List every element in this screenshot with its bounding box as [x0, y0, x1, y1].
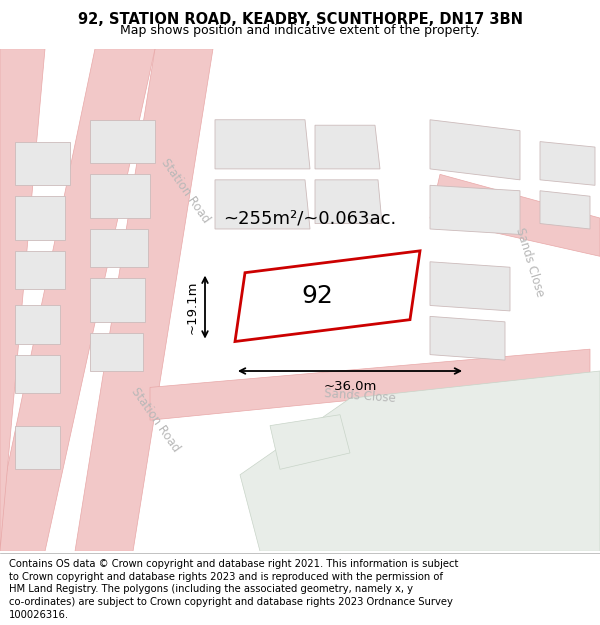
Polygon shape	[270, 415, 350, 469]
Text: 92: 92	[302, 284, 334, 308]
Polygon shape	[215, 180, 310, 229]
Polygon shape	[90, 332, 143, 371]
Text: 92, STATION ROAD, KEADBY, SCUNTHORPE, DN17 3BN: 92, STATION ROAD, KEADBY, SCUNTHORPE, DN…	[77, 12, 523, 27]
Polygon shape	[235, 251, 420, 341]
Polygon shape	[540, 142, 595, 185]
Polygon shape	[430, 316, 505, 360]
Text: ~36.0m: ~36.0m	[323, 380, 377, 392]
Text: Sands Close: Sands Close	[324, 387, 396, 405]
Polygon shape	[15, 354, 60, 393]
Polygon shape	[430, 174, 600, 256]
Polygon shape	[215, 120, 310, 169]
Polygon shape	[90, 229, 148, 268]
Text: HM Land Registry. The polygons (including the associated geometry, namely x, y: HM Land Registry. The polygons (includin…	[9, 584, 413, 594]
Polygon shape	[0, 49, 45, 551]
Polygon shape	[90, 278, 145, 322]
Polygon shape	[150, 349, 590, 420]
Text: to Crown copyright and database rights 2023 and is reproduced with the permissio: to Crown copyright and database rights 2…	[9, 571, 443, 581]
Polygon shape	[15, 426, 60, 469]
Polygon shape	[0, 49, 155, 551]
Polygon shape	[240, 371, 600, 551]
Polygon shape	[315, 125, 380, 169]
Text: Station Road: Station Road	[158, 156, 212, 226]
Polygon shape	[540, 191, 590, 229]
Text: 100026316.: 100026316.	[9, 610, 69, 620]
Text: Contains OS data © Crown copyright and database right 2021. This information is : Contains OS data © Crown copyright and d…	[9, 559, 458, 569]
Text: co-ordinates) are subject to Crown copyright and database rights 2023 Ordnance S: co-ordinates) are subject to Crown copyr…	[9, 598, 453, 608]
Polygon shape	[75, 49, 213, 551]
Text: Station Road: Station Road	[128, 386, 182, 455]
Polygon shape	[15, 306, 60, 344]
Polygon shape	[430, 262, 510, 311]
Polygon shape	[15, 251, 65, 289]
Polygon shape	[430, 185, 520, 234]
Polygon shape	[90, 120, 155, 164]
Text: Sands Close: Sands Close	[514, 226, 547, 298]
Polygon shape	[90, 174, 150, 218]
Polygon shape	[15, 196, 65, 240]
Text: Map shows position and indicative extent of the property.: Map shows position and indicative extent…	[120, 24, 480, 36]
Text: ~19.1m: ~19.1m	[186, 281, 199, 334]
Polygon shape	[15, 142, 70, 185]
Polygon shape	[430, 120, 520, 180]
Text: ~255m²/~0.063ac.: ~255m²/~0.063ac.	[223, 209, 397, 227]
Polygon shape	[315, 180, 382, 224]
